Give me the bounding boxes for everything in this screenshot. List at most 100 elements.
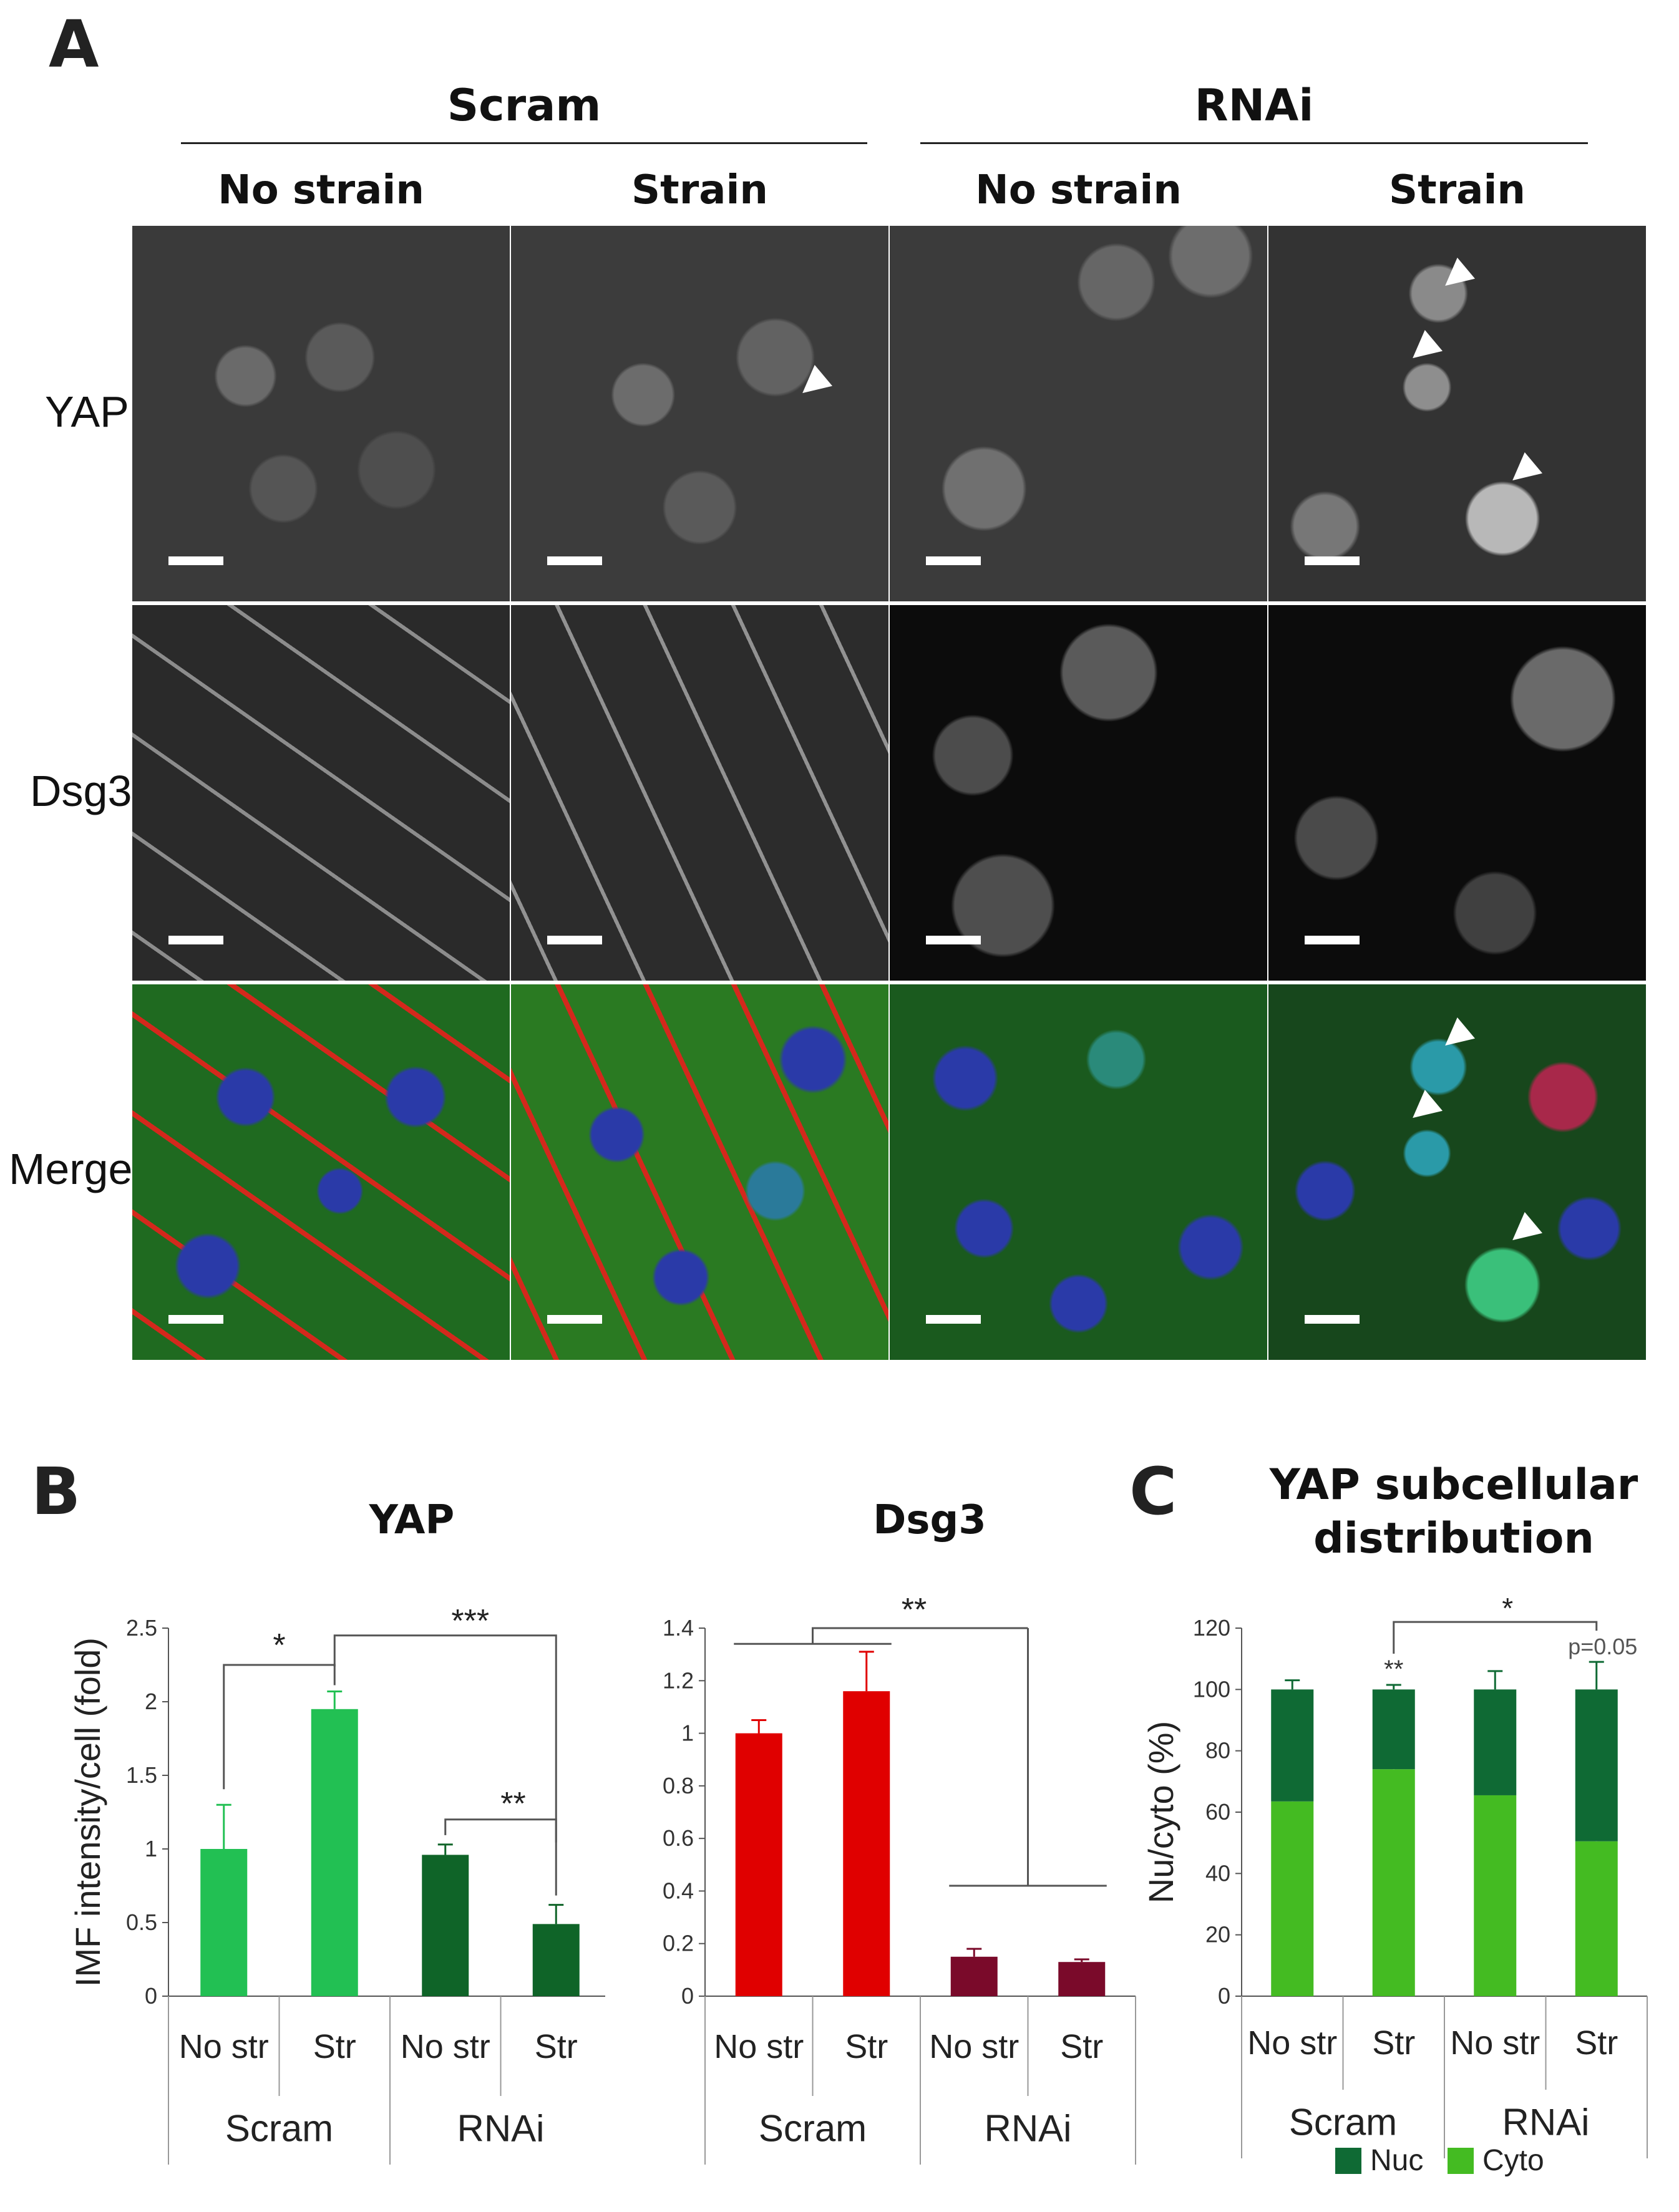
chart-title-yap-distribution: YAP subcellular distribution (1269, 1460, 1638, 1563)
p-value-label: p=0.05 (1568, 1634, 1637, 1659)
micrograph-merge-scram-no-strain (132, 984, 510, 1360)
arrow-icon (794, 365, 832, 404)
group-label: RNAi (457, 2108, 544, 2150)
y-tick-label: 0 (681, 1983, 694, 2009)
y-tick-label: 1.5 (126, 1762, 157, 1788)
column-title-scram-strain: Strain (631, 167, 768, 213)
micrograph-yap-rnai-no-strain (890, 226, 1267, 601)
y-tick-label: 1 (145, 1836, 157, 1861)
arrow-icon (1504, 452, 1542, 491)
bar (200, 1849, 248, 1996)
arrow-icon (1504, 1212, 1542, 1251)
significance-label: *** (451, 1603, 489, 1639)
panel-b-letter: B (31, 1453, 81, 1530)
bar (422, 1855, 469, 1996)
arrow-icon (1404, 1090, 1443, 1128)
micrograph-yap-scram-strain (511, 226, 888, 601)
y-tick-label: 80 (1205, 1738, 1230, 1763)
scale-bar (926, 1315, 981, 1324)
scale-bar (168, 936, 223, 944)
row-label-merge: Merge (9, 1145, 133, 1193)
category-label: No str (1450, 2024, 1540, 2062)
y-tick-label: 0.8 (663, 1773, 694, 1798)
category-label: Str (1060, 2028, 1103, 2065)
legend-label-cyto: Cyto (1482, 2144, 1544, 2177)
significance-label: ** (902, 1592, 927, 1628)
micrograph-dsg3-scram-no-strain (132, 605, 510, 981)
micrograph-merge-rnai-strain (1268, 984, 1646, 1360)
category-label: Str (1372, 2024, 1415, 2062)
significance-label: ** (1384, 1656, 1403, 1683)
bar (950, 1956, 998, 1996)
significance-bracket (223, 1664, 336, 1790)
scale-bar (926, 556, 981, 565)
micrograph-dsg3-rnai-strain (1268, 605, 1646, 981)
micrograph-dsg3-rnai-no-strain (890, 605, 1267, 981)
y-tick-label: 0.5 (126, 1909, 157, 1935)
scale-bar (926, 936, 981, 944)
scale-bar (168, 556, 223, 565)
y-tick-label: 100 (1193, 1676, 1230, 1702)
bar-nuc (1575, 1689, 1618, 1841)
significance-label: ** (500, 1786, 525, 1822)
group-label: RNAi (984, 2108, 1071, 2150)
micrograph-dsg3-scram-strain (511, 605, 888, 981)
y-axis-label: IMF intensity/cell (fold) (68, 1637, 107, 1987)
significance-bracket (444, 1818, 557, 1896)
bar-nuc (1271, 1689, 1314, 1802)
significance-label: * (273, 1627, 285, 1664)
y-tick-label: 1 (681, 1720, 694, 1746)
y-tick-label: 40 (1205, 1860, 1230, 1886)
scale-bar (1305, 556, 1360, 565)
y-tick-label: 1.4 (663, 1615, 694, 1641)
category-label: Str (313, 2028, 356, 2065)
group-label: Scram (759, 2108, 867, 2150)
y-tick-label: 20 (1205, 1922, 1230, 1948)
y-tick-label: 2 (145, 1689, 157, 1714)
bar (311, 1709, 358, 1996)
category-label: No str (179, 2028, 269, 2065)
category-label: Str (535, 2028, 578, 2065)
significance-bracket (812, 1627, 1028, 1644)
group-title-scram: Scram (447, 80, 601, 131)
yap-bar-chart: 0 0.5 1 1.5 2 2.5 IMF intensity/cell (fold) No … (68, 1603, 605, 2165)
category-label: No str (401, 2028, 490, 2065)
chart-title-yap: YAP (369, 1497, 455, 1543)
category-label: No str (1247, 2024, 1337, 2062)
bar (1058, 1962, 1106, 1996)
y-tick-label: 0.6 (663, 1825, 694, 1851)
panel-a-letter: A (49, 6, 99, 82)
arrow-icon (1436, 258, 1475, 296)
significance-label: * (1502, 1592, 1513, 1624)
y-tick-label: 0 (145, 1983, 157, 2009)
micrograph-merge-rnai-no-strain (890, 984, 1267, 1360)
category-label: Str (845, 2028, 888, 2065)
group-label: Scram (1289, 2102, 1397, 2143)
legend-swatch-cyto (1448, 2148, 1474, 2174)
scale-bar (1305, 1315, 1360, 1324)
y-tick-label: 1.2 (663, 1667, 694, 1693)
y-tick-label: 2.5 (126, 1615, 157, 1641)
group-label: Scram (225, 2108, 333, 2150)
bar (843, 1691, 890, 1996)
scale-bar (547, 936, 602, 944)
y-tick-label: 0 (1218, 1983, 1230, 2009)
scale-bar (1305, 936, 1360, 944)
bar (735, 1733, 782, 1996)
bar-cyto (1372, 1769, 1415, 1996)
row-label-yap: YAP (45, 387, 129, 436)
micrograph-yap-scram-no-strain (132, 226, 510, 601)
legend-swatch-nuc (1335, 2148, 1361, 2174)
panel-c-letter: C (1129, 1453, 1177, 1530)
bar-cyto (1474, 1795, 1517, 1996)
scale-bar (547, 1315, 602, 1324)
scale-bar (547, 556, 602, 565)
row-label-dsg3: Dsg3 (30, 767, 132, 815)
bar-cyto (1271, 1801, 1314, 1996)
group-title-rnai: RNAi (1194, 80, 1314, 131)
bar-nuc (1474, 1689, 1517, 1795)
group-label: RNAi (1502, 2102, 1589, 2143)
micrograph-merge-scram-strain (511, 984, 888, 1360)
bar-cyto (1575, 1841, 1618, 1996)
y-tick-label: 0.2 (663, 1931, 694, 1956)
